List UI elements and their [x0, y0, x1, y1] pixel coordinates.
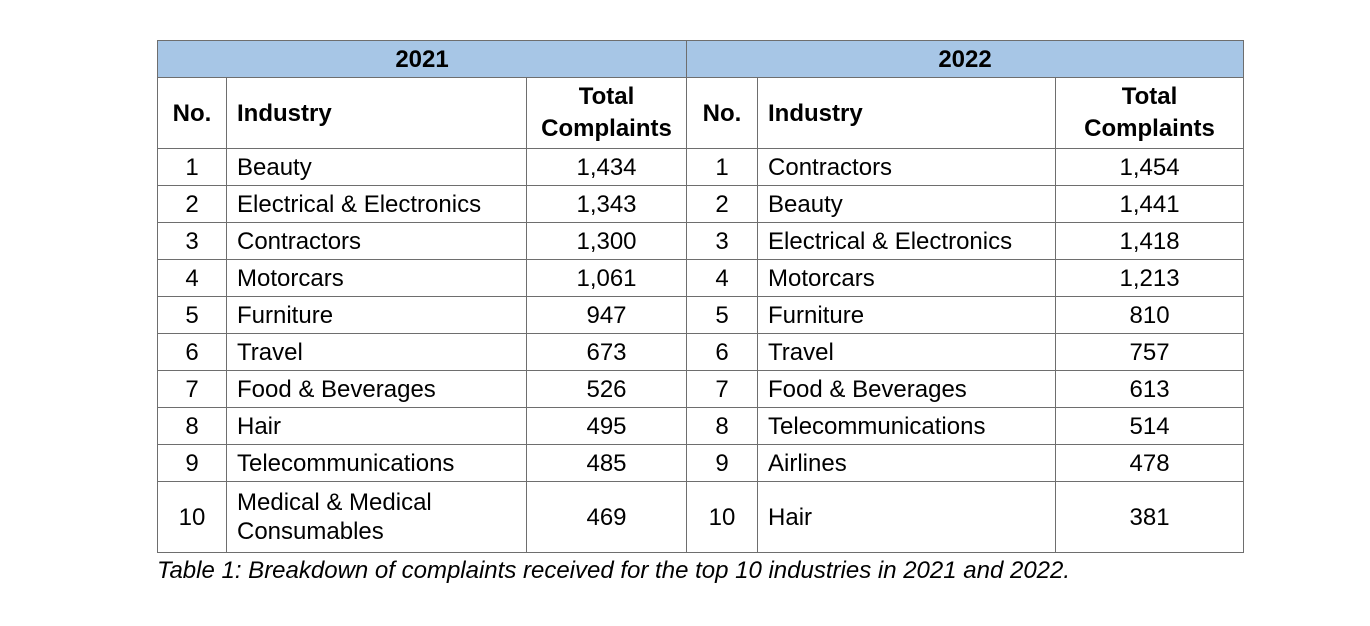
total-2022-cell: 478 — [1055, 444, 1245, 482]
rank-2021-cell: 6 — [157, 333, 227, 371]
total-2021-cell: 469 — [525, 481, 688, 553]
rank-2021-cell: 1 — [157, 148, 227, 186]
industry-2022-cell: Contractors — [757, 148, 1057, 186]
industry-2022-cell: Travel — [757, 333, 1057, 371]
complaints-table: 2021 2022 No. Industry Total Complaints … — [156, 40, 1245, 553]
industry-2022-cell: Beauty — [757, 185, 1057, 223]
industry-2022-cell: Hair — [757, 481, 1057, 553]
rank-2022-cell: 8 — [686, 407, 759, 445]
table-row: 3 Contractors 1,300 3 Electrical & Electroni… — [157, 222, 1245, 260]
total-2021-cell: 1,434 — [525, 148, 688, 186]
complaints-table-block: 2021 2022 No. Industry Total Complaints … — [156, 40, 1245, 585]
total-2022-cell: 514 — [1055, 407, 1245, 445]
table-row: 10 Medical & Medical Consumables 469 10 Hair… — [157, 481, 1245, 553]
rank-2022-cell: 5 — [686, 296, 759, 334]
total-2022-cell: 1,213 — [1055, 259, 1245, 297]
rank-2021-cell: 4 — [157, 259, 227, 297]
total-2021-cell: 947 — [525, 296, 688, 334]
table-row: 4 Motorcars 1,061 4 Motorcars 1,213 — [157, 259, 1245, 297]
table-body: 1 Beauty 1,434 1 Contractors 1,454 2 Electrical… — [157, 148, 1245, 553]
total-2021-cell: 673 — [525, 333, 688, 371]
industry-2022-cell: Motorcars — [757, 259, 1057, 297]
column-header-row: No. Industry Total Complaints No. Indust… — [157, 77, 1245, 149]
year-2022-header: 2022 — [686, 40, 1245, 78]
table-row: 2 Electrical & Electronics 1,343 2 Beauty 1,4… — [157, 185, 1245, 223]
table-row: 5 Furniture 947 5 Furniture 810 — [157, 296, 1245, 334]
total-2022-cell: 1,418 — [1055, 222, 1245, 260]
table-row: 6 Travel 673 6 Travel 757 — [157, 333, 1245, 371]
total-2022-cell: 1,441 — [1055, 185, 1245, 223]
rank-2021-cell: 3 — [157, 222, 227, 260]
rank-2022-cell: 2 — [686, 185, 759, 223]
total-2021-cell: 1,300 — [525, 222, 688, 260]
rank-2022-cell: 10 — [686, 481, 759, 553]
total-2022-cell: 757 — [1055, 333, 1245, 371]
industry-2022-cell: Airlines — [757, 444, 1057, 482]
table-row: 1 Beauty 1,434 1 Contractors 1,454 — [157, 148, 1245, 186]
year-header-row: 2021 2022 — [156, 40, 1245, 78]
rank-2021-cell: 5 — [157, 296, 227, 334]
industry-2022-cell: Telecommunications — [757, 407, 1057, 445]
table-caption: Table 1: Breakdown of complaints receive… — [157, 557, 1071, 584]
rank-2022-cell: 7 — [686, 370, 759, 408]
rank-2022-cell: 3 — [686, 222, 759, 260]
industry-2021-cell: Travel — [226, 333, 527, 371]
rank-2021-cell: 2 — [157, 185, 227, 223]
industry-2021-cell: Medical & Medical Consumables — [226, 481, 527, 553]
rank-2022-cell: 1 — [686, 148, 759, 186]
rank-2021-cell: 9 — [157, 444, 227, 482]
industry-2022-cell: Food & Beverages — [757, 370, 1057, 408]
total-2021-cell: 526 — [525, 370, 688, 408]
industry-2021-cell: Food & Beverages — [226, 370, 527, 408]
industry-header: Industry — [757, 77, 1057, 149]
industry-2021-cell: Beauty — [226, 148, 527, 186]
total-2022-cell: 1,454 — [1055, 148, 1245, 186]
total-complaints-header: Total Complaints — [1055, 77, 1245, 149]
total-2021-cell: 1,061 — [525, 259, 688, 297]
industry-2022-cell: Electrical & Electronics — [757, 222, 1057, 260]
table-row: 7 Food & Beverages 526 7 Food & Beverages 613 — [157, 370, 1245, 408]
industry-2021-cell: Motorcars — [226, 259, 527, 297]
total-2021-cell: 1,343 — [525, 185, 688, 223]
total-complaints-header: Total Complaints — [525, 77, 688, 149]
industry-header: Industry — [226, 77, 527, 149]
total-2022-cell: 613 — [1055, 370, 1245, 408]
total-2021-cell: 485 — [525, 444, 688, 482]
industry-2021-cell: Electrical & Electronics — [226, 185, 527, 223]
rank-2021-cell: 8 — [157, 407, 227, 445]
no-header: No. — [686, 77, 759, 149]
year-2021-header: 2021 — [156, 40, 688, 78]
no-header: No. — [157, 77, 227, 149]
industry-2021-cell: Hair — [226, 407, 527, 445]
rank-2021-cell: 7 — [157, 370, 227, 408]
industry-2021-cell: Contractors — [226, 222, 527, 260]
total-2022-cell: 381 — [1055, 481, 1245, 553]
rank-2022-cell: 9 — [686, 444, 759, 482]
rank-2022-cell: 4 — [686, 259, 759, 297]
rank-2021-cell: 10 — [157, 481, 227, 553]
industry-2022-cell: Furniture — [757, 296, 1057, 334]
rank-2022-cell: 6 — [686, 333, 759, 371]
industry-2021-cell: Telecommunications — [226, 444, 527, 482]
total-2022-cell: 810 — [1055, 296, 1245, 334]
total-2021-cell: 495 — [525, 407, 688, 445]
table-row: 8 Hair 495 8 Telecommunications 514 — [157, 407, 1245, 445]
industry-2021-cell: Furniture — [226, 296, 527, 334]
table-row: 9 Telecommunications 485 9 Airlines 478 — [157, 444, 1245, 482]
